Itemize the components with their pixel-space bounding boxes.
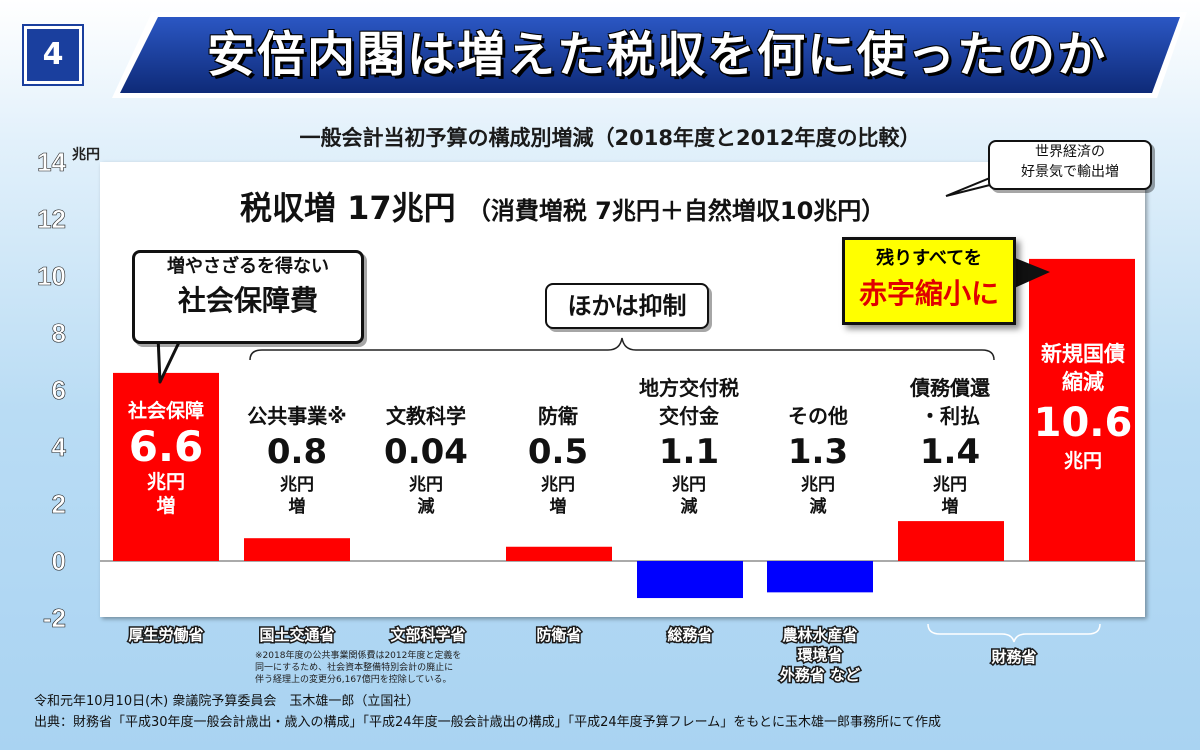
- education-value: 0.04: [384, 432, 468, 472]
- page-title: 安倍内閣は増えた税収を何に使ったのか: [206, 27, 1107, 83]
- public-works-name: 公共事業※: [247, 404, 347, 428]
- title-banner: 安倍内閣は増えた税収を何に使ったのか: [112, 12, 1187, 98]
- header: 4 安倍内閣は増えた税収を何に使ったのか: [0, 0, 1200, 112]
- y-tick-label: 10: [37, 261, 66, 291]
- social-security-callout: 増やさざるを得ない 社会保障費: [132, 250, 364, 344]
- bar: [767, 561, 873, 593]
- x-category-label: 環境省: [797, 646, 842, 664]
- bonds-name2: 縮減: [1062, 370, 1104, 394]
- bonds-unit: 兆円: [1063, 450, 1102, 472]
- others-restrained-callout: ほかは抑制: [545, 283, 709, 329]
- finance-ministry-bracket: [927, 623, 1101, 643]
- y-tick-label: 12: [37, 204, 66, 234]
- debt-value: 1.4: [919, 432, 981, 472]
- local-direction: 減: [680, 497, 698, 517]
- yellow-callout-tail: [1010, 256, 1050, 290]
- x-category-label: 総務省: [667, 626, 712, 644]
- y-tick-label: 14: [37, 147, 66, 177]
- social-callout-line1: 増やさざるを得ない: [167, 256, 329, 277]
- local-unit: 兆円: [672, 475, 706, 495]
- local-value: 1.1: [658, 432, 720, 472]
- footer-source: 出典：財務省「平成30年度一般会計歳出・歳入の構成」「平成24年度一般会計歳出の…: [34, 715, 941, 730]
- bond-reduction-label: 新規国債 縮減 10.6 兆円: [1030, 340, 1136, 472]
- tax-increase-detail: （消費増税 7兆円＋自然増収10兆円）: [466, 197, 886, 225]
- education-name: 文教科学: [386, 404, 466, 428]
- x-category-label: 文部科学省: [390, 626, 465, 644]
- x-category-label: 国土交通省: [259, 626, 334, 644]
- world-economy-callout: 世界経済の 好景気で輸出増: [988, 140, 1152, 190]
- other-direction: 減: [809, 497, 827, 517]
- footnote-line2: 同一にするため、社会資本整備特別会計の廃止に: [255, 663, 454, 673]
- y-tick-label: 0: [52, 546, 66, 576]
- education-label: 文教科学 0.04 兆円 減: [364, 402, 488, 518]
- y-tick-label: -2: [43, 603, 66, 633]
- public-works-unit: 兆円: [280, 475, 314, 495]
- bar: [244, 538, 350, 561]
- debt-direction: 増: [941, 497, 959, 517]
- title-banner-shape: [112, 12, 1187, 98]
- defense-value: 0.5: [527, 432, 589, 472]
- debt-service-label: 債務償還 ・利払 1.4 兆円 増: [890, 374, 1010, 518]
- tax-increase-text: 税収増 17兆円 （消費増税 7兆円＋自然増収10兆円）: [240, 183, 885, 229]
- education-unit: 兆円: [409, 475, 443, 495]
- defense-label: 防衛 0.5 兆円 増: [498, 402, 618, 518]
- social-callout-line2: 社会保障費: [177, 284, 318, 317]
- bonds-value: 10.6: [1033, 400, 1133, 446]
- debt-unit: 兆円: [933, 475, 967, 495]
- yellow-callout-line1: 残りすべてを: [876, 248, 982, 269]
- public-works-direction: 増: [288, 497, 306, 517]
- world-callout-line1: 世界経済の: [1035, 144, 1105, 160]
- bonds-name1: 新規国債: [1041, 342, 1125, 366]
- slide-number: 4: [24, 26, 82, 84]
- bar: [1029, 258, 1135, 561]
- education-direction: 減: [417, 497, 435, 517]
- social-bar-label: 社会保障 6.6 兆円 増: [112, 398, 220, 518]
- y-tick-label: 4: [52, 432, 67, 462]
- tax-increase-main: 税収増 17兆円: [240, 189, 456, 227]
- x-category-label: 防衛省: [536, 626, 581, 644]
- y-tick-label: 2: [52, 489, 66, 519]
- debt-name2: ・利払: [920, 404, 980, 428]
- local-name1: 地方交付税: [639, 376, 739, 400]
- public-works-label: 公共事業※ 0.8 兆円 増: [236, 402, 358, 518]
- chart-subtitle: 一般会計当初予算の構成別増減（2018年度と2012年度の比較）: [299, 126, 921, 150]
- defense-unit: 兆円: [541, 475, 575, 495]
- deficit-reduction-callout: 残りすべてを 赤字縮小に: [842, 237, 1016, 325]
- bar: [898, 521, 1004, 561]
- social-direction: 増: [156, 495, 176, 517]
- x-category-label: 厚生労働省: [128, 626, 203, 644]
- local-allocation-label: 地方交付税 交付金 1.1 兆円 減: [622, 374, 756, 518]
- local-name2: 交付金: [659, 404, 719, 428]
- other-name: その他: [788, 404, 848, 428]
- footer-date: 令和元年10月10日(木) 衆議院予算委員会 玉木雄一郎（立国社）: [34, 694, 420, 709]
- other-label: その他 1.3 兆円 減: [762, 402, 874, 518]
- world-callout-line2: 好景気で輸出増: [1021, 164, 1119, 180]
- social-value: 6.6: [128, 422, 204, 471]
- footnote-line3: 伴う経理上の変更分6,167億円を控除している。: [255, 675, 452, 685]
- other-unit: 兆円: [801, 475, 835, 495]
- y-tick-label: 6: [52, 375, 66, 405]
- bar: [506, 546, 612, 561]
- public-works-value: 0.8: [266, 432, 328, 472]
- bar: [637, 561, 743, 599]
- x-category-label: 外務省 など: [779, 666, 860, 684]
- y-tick-label: 8: [52, 318, 66, 348]
- debt-name1: 債務償還: [910, 376, 990, 400]
- footnote: ※2018年度の公共事業関係費は2012年度と定義を 同一にするため、社会資本整…: [255, 650, 461, 686]
- defense-name: 防衛: [538, 404, 578, 428]
- yellow-callout-line2: 赤字縮小に: [858, 277, 999, 310]
- footnote-line1: ※2018年度の公共事業関係費は2012年度と定義を: [255, 651, 462, 661]
- social-unit: 兆円: [146, 471, 185, 493]
- x-category-label: 農林水産省: [782, 626, 857, 644]
- other-value: 1.3: [787, 432, 849, 472]
- y-axis-unit: 兆円: [72, 147, 100, 163]
- others-bracket: [249, 337, 995, 361]
- defense-direction: 増: [549, 497, 567, 517]
- x-category-label: 財務省: [990, 648, 1036, 666]
- social-name: 社会保障: [127, 400, 204, 422]
- bar: [113, 372, 219, 561]
